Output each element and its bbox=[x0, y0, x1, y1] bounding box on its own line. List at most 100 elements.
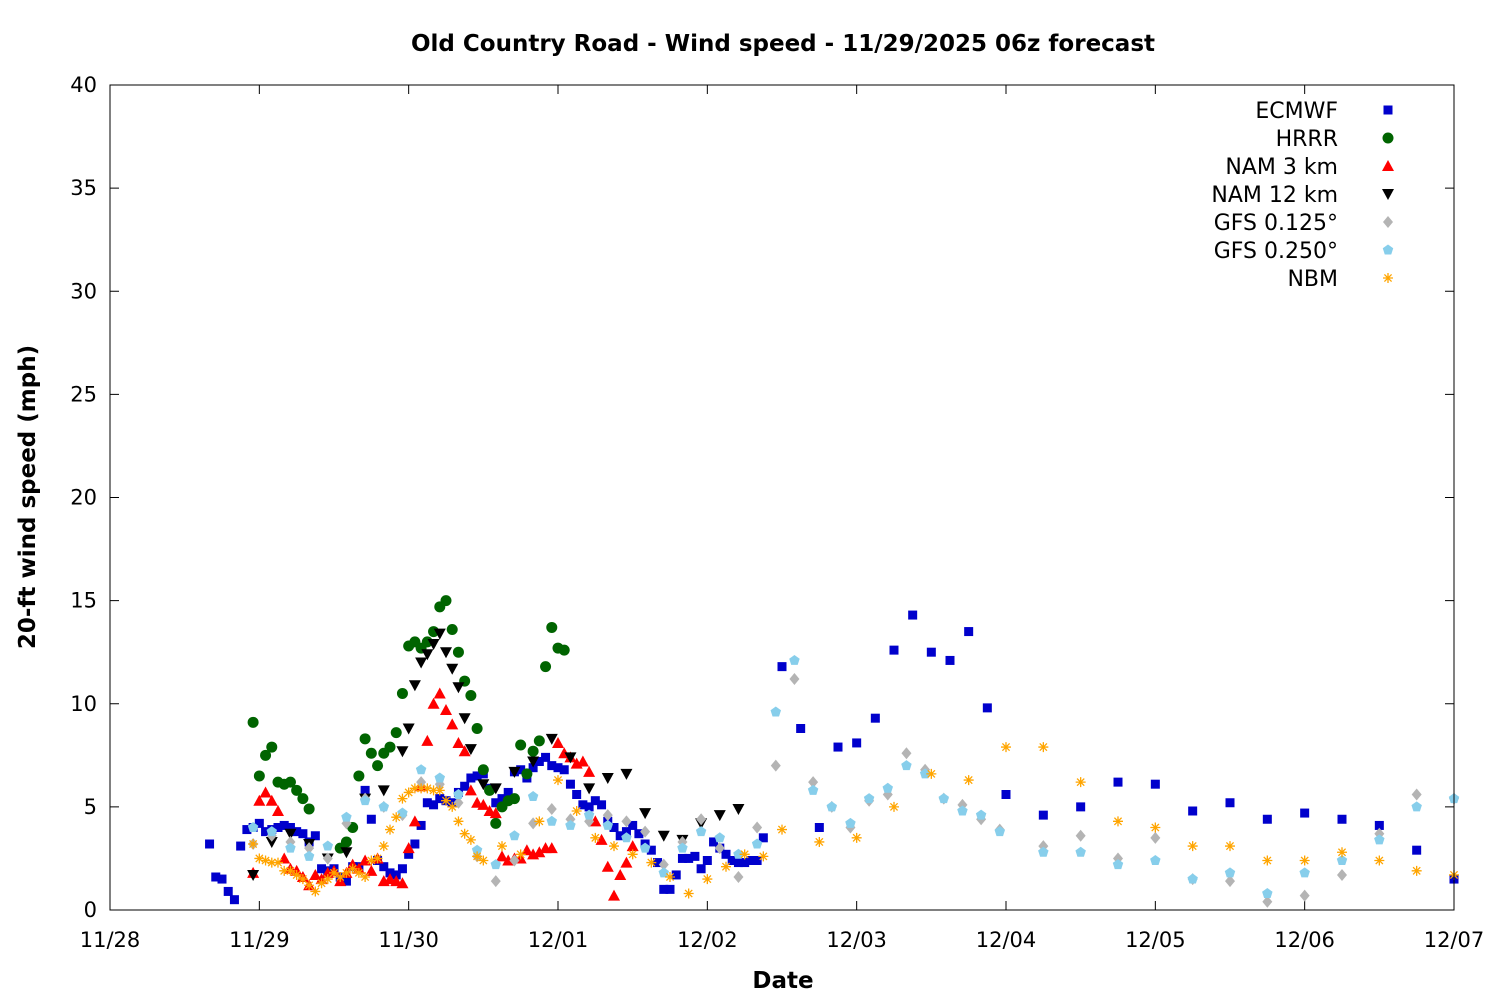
data-point bbox=[553, 763, 563, 773]
data-point bbox=[385, 824, 395, 835]
data-point bbox=[441, 795, 451, 806]
data-point bbox=[298, 829, 308, 839]
data-point bbox=[545, 842, 558, 854]
data-point bbox=[1187, 841, 1198, 852]
data-point bbox=[546, 802, 557, 815]
data-point bbox=[684, 853, 694, 863]
data-point bbox=[732, 803, 745, 815]
x-tick-label: 12/01 bbox=[528, 928, 589, 952]
data-point bbox=[223, 886, 233, 896]
data-point bbox=[589, 815, 602, 827]
legend-label: NBM bbox=[1287, 267, 1338, 292]
data-point bbox=[752, 821, 763, 834]
data-point bbox=[789, 654, 800, 665]
data-point bbox=[322, 852, 333, 865]
data-point bbox=[721, 849, 731, 859]
data-point bbox=[1411, 788, 1422, 801]
y-axis-title: 20-ft wind speed (mph) bbox=[15, 345, 41, 649]
data-point bbox=[901, 760, 912, 771]
data-point bbox=[391, 870, 401, 880]
data-point bbox=[709, 837, 719, 847]
data-point bbox=[359, 854, 372, 866]
legend-item: GFS 0.250° bbox=[1214, 239, 1394, 264]
data-point bbox=[677, 853, 687, 863]
data-point bbox=[372, 760, 384, 772]
data-point bbox=[1001, 742, 1011, 753]
y-tick-label: 25 bbox=[70, 382, 97, 406]
data-point bbox=[242, 825, 252, 835]
data-point bbox=[646, 857, 657, 868]
data-point bbox=[1262, 814, 1272, 824]
data-point bbox=[408, 680, 421, 692]
data-point bbox=[347, 863, 358, 874]
y-tick-label: 30 bbox=[70, 279, 97, 303]
data-point bbox=[385, 868, 395, 878]
data-point bbox=[335, 872, 346, 882]
data-point bbox=[259, 786, 272, 798]
data-point bbox=[628, 820, 638, 830]
data-point bbox=[278, 852, 291, 864]
data-point bbox=[528, 817, 539, 830]
data-point bbox=[409, 783, 420, 794]
data-points bbox=[205, 595, 1460, 908]
data-point bbox=[1150, 779, 1160, 789]
data-point bbox=[528, 763, 538, 773]
data-point bbox=[1262, 888, 1273, 898]
data-point bbox=[421, 649, 434, 661]
data-point bbox=[657, 830, 670, 842]
legend-item: NBM bbox=[1287, 267, 1393, 292]
data-point bbox=[366, 814, 376, 824]
legend-item: ECMWF bbox=[1255, 99, 1393, 124]
y-tick-label: 15 bbox=[70, 589, 97, 613]
data-point bbox=[1038, 846, 1049, 857]
data-point bbox=[396, 746, 409, 758]
data-point bbox=[496, 850, 508, 862]
data-point bbox=[360, 872, 371, 882]
data-point bbox=[303, 803, 315, 815]
data-point bbox=[322, 840, 334, 851]
data-point bbox=[964, 627, 974, 637]
data-point bbox=[464, 784, 477, 796]
data-point bbox=[304, 880, 315, 891]
data-point bbox=[807, 784, 819, 795]
data-point bbox=[852, 738, 862, 748]
data-point bbox=[758, 851, 769, 862]
data-point bbox=[665, 884, 675, 894]
data-point bbox=[597, 800, 607, 810]
x-tick-label: 11/30 bbox=[378, 928, 439, 952]
data-point bbox=[1337, 814, 1347, 824]
data-point bbox=[472, 771, 482, 781]
data-point bbox=[1225, 798, 1235, 808]
data-point bbox=[453, 796, 464, 809]
data-point bbox=[882, 782, 894, 793]
data-point bbox=[377, 785, 390, 797]
legend-label: GFS 0.125° bbox=[1214, 211, 1338, 236]
data-point bbox=[1113, 816, 1123, 827]
data-point bbox=[870, 713, 880, 723]
data-point bbox=[614, 868, 627, 880]
data-point bbox=[460, 781, 470, 791]
data-point bbox=[273, 857, 283, 868]
data-point bbox=[211, 872, 221, 882]
data-point bbox=[1224, 867, 1236, 878]
legend-item: HRRR bbox=[1276, 127, 1394, 152]
data-point bbox=[266, 857, 277, 868]
legend-item: GFS 0.125° bbox=[1214, 211, 1393, 236]
data-point bbox=[975, 809, 987, 820]
data-point bbox=[889, 801, 899, 812]
data-point bbox=[446, 624, 458, 635]
data-point bbox=[490, 875, 501, 888]
legend-marker bbox=[1382, 160, 1394, 171]
data-point bbox=[541, 752, 551, 762]
legend-item: NAM 3 km bbox=[1225, 155, 1394, 180]
data-point bbox=[397, 807, 408, 818]
data-point bbox=[464, 744, 477, 756]
legend-marker bbox=[1383, 105, 1393, 115]
y-tick-label: 10 bbox=[70, 692, 97, 716]
data-point bbox=[1225, 875, 1235, 888]
series-nbm bbox=[248, 742, 1459, 899]
data-point bbox=[620, 768, 633, 780]
data-point bbox=[926, 768, 937, 779]
data-point bbox=[446, 663, 459, 675]
data-point bbox=[646, 845, 656, 855]
